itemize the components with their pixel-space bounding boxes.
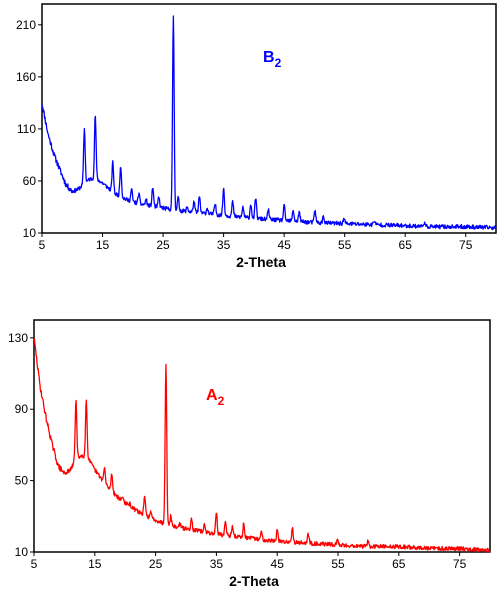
x-tick-label: 55 [338,238,352,252]
panel-label: B2 [263,49,282,70]
y-tick-label: 60 [23,174,37,188]
x-tick-label: 15 [88,557,102,571]
xrd-chart-a2: 10 50 90 130 5 15 25 35 45 55 65 75 2-Theta A2 [8,319,491,589]
x-tick-label: 65 [399,238,413,252]
y-tick-label: 10 [23,226,37,240]
x-axis-title: 2-Theta [236,254,286,270]
y-tick-label: 210 [16,18,36,32]
x-axis-title: 2-Theta [229,573,279,589]
xrd-chart-b2: 10 60 110 160 210 5 15 25 35 45 55 65 75 2-Theta B2 [16,3,497,270]
y-tick-label: 160 [16,70,36,84]
x-tick-label: 75 [459,238,473,252]
x-tick-label: 55 [331,557,345,571]
y-tick-label: 10 [15,545,29,559]
y-tick-label: 130 [8,331,28,345]
x-tick-label: 25 [156,238,170,252]
x-tick-label: 45 [271,557,285,571]
x-tick-label: 5 [31,557,38,571]
x-tick-label: 75 [453,557,467,571]
series-line [41,15,497,231]
x-tick-label: 35 [217,238,231,252]
series-line [33,338,491,553]
x-tick-label: 5 [39,238,46,252]
plot-frame [33,319,491,553]
y-tick-label: 90 [15,402,29,416]
x-tick-label: 15 [96,238,110,252]
x-tick-label: 25 [149,557,163,571]
y-tick-label: 50 [15,474,29,488]
x-tick-label: 45 [277,238,291,252]
x-tick-label: 35 [210,557,224,571]
panel-label: A2 [206,387,225,408]
y-tick-label: 110 [17,122,36,136]
x-tick-label: 65 [392,557,406,571]
plot-frame [41,3,497,234]
